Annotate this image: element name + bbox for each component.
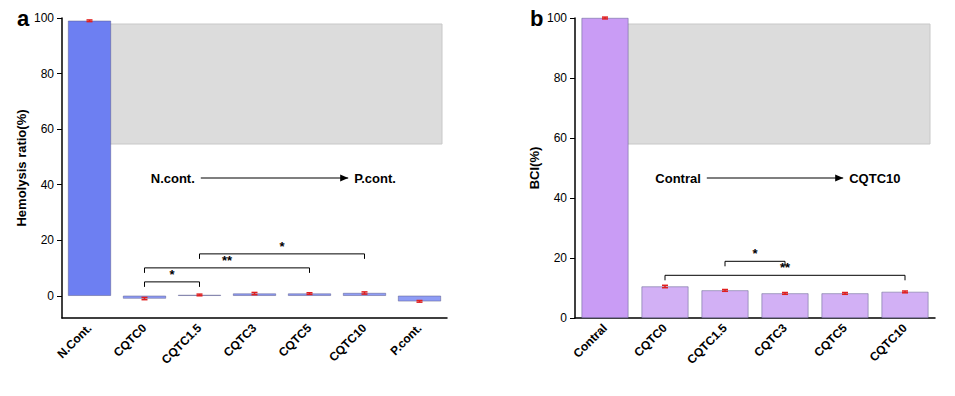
svg-text:CQTC1.5: CQTC1.5 [684, 321, 730, 367]
svg-text:40: 40 [554, 191, 568, 205]
svg-text:CQTC0: CQTC0 [631, 321, 670, 360]
svg-text:CQTC10: CQTC10 [849, 171, 900, 186]
svg-text:CQTC5: CQTC5 [276, 321, 315, 360]
svg-text:a: a [17, 6, 30, 31]
svg-text:Contral: Contral [570, 321, 610, 361]
svg-text:100: 100 [34, 11, 54, 25]
svg-text:CQTC1.5: CQTC1.5 [159, 321, 205, 367]
svg-text:*: * [169, 267, 175, 282]
svg-text:P.cont.: P.cont. [354, 171, 396, 186]
svg-text:CQTC5: CQTC5 [811, 321, 850, 360]
svg-text:BCI(%): BCI(%) [527, 147, 542, 190]
svg-text:*: * [279, 239, 285, 254]
svg-text:Hemolysis ratio(%): Hemolysis ratio(%) [14, 109, 29, 226]
svg-text:b: b [530, 6, 543, 31]
svg-text:CQTC3: CQTC3 [751, 321, 790, 360]
svg-text:Contral: Contral [655, 171, 701, 186]
svg-text:40: 40 [41, 178, 55, 192]
svg-text:CQTC3: CQTC3 [221, 321, 260, 360]
svg-text:80: 80 [41, 67, 55, 81]
svg-text:CQTC0: CQTC0 [111, 321, 150, 360]
svg-text:*: * [752, 246, 758, 261]
svg-text:20: 20 [554, 251, 568, 265]
svg-text:100: 100 [547, 11, 567, 25]
svg-text:0: 0 [47, 289, 54, 303]
svg-text:20: 20 [41, 233, 55, 247]
svg-text:80: 80 [554, 71, 568, 85]
svg-text:60: 60 [41, 122, 55, 136]
svg-text:N.Cont.: N.Cont. [54, 321, 94, 361]
svg-text:CQTC10: CQTC10 [326, 321, 370, 365]
svg-text:CQTC10: CQTC10 [867, 321, 911, 365]
svg-text:P.cont.: P.cont. [387, 321, 424, 358]
svg-text:**: ** [222, 253, 233, 268]
svg-text:N.cont.: N.cont. [151, 171, 195, 186]
svg-text:60: 60 [554, 131, 568, 145]
svg-text:0: 0 [560, 311, 567, 325]
